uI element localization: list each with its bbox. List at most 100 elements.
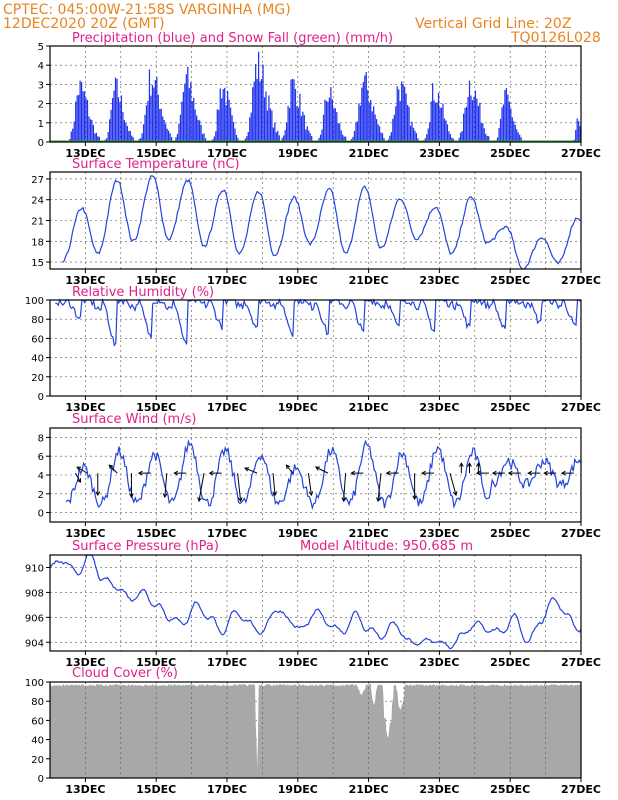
panel-frame xyxy=(49,171,582,270)
wind-arrow-head xyxy=(129,493,134,499)
precip-bar xyxy=(157,94,159,142)
precip-bar xyxy=(70,131,72,142)
precip-bar xyxy=(325,101,328,142)
precip-bar xyxy=(318,137,320,142)
precip-bar xyxy=(253,81,255,142)
precip-bar xyxy=(380,132,382,142)
precip-bar xyxy=(519,134,521,142)
precip-bar xyxy=(513,121,515,142)
precip-bar xyxy=(390,132,392,142)
precip-bar xyxy=(266,110,269,142)
y-tick-label: 904 xyxy=(25,638,44,649)
x-tick-label: 23DEC xyxy=(419,274,459,287)
precip-bar xyxy=(141,133,143,142)
precip-bar xyxy=(449,134,451,142)
cloud-title: Cloud Cover (%) xyxy=(72,666,178,681)
x-tick-label: 21DEC xyxy=(349,147,389,160)
precip-bar xyxy=(468,80,471,142)
precip-bar xyxy=(288,108,291,142)
precip-bar xyxy=(426,134,428,142)
precip-bar xyxy=(262,64,264,142)
x-tick-label: 19DEC xyxy=(278,274,318,287)
precip-bar xyxy=(578,120,580,142)
y-tick-label: 15 xyxy=(31,258,44,269)
precip-bar xyxy=(333,108,335,142)
x-tick-label: 13DEC xyxy=(65,783,105,796)
precip-bar xyxy=(190,82,192,142)
precip-bar xyxy=(464,107,466,142)
wind-speed-line xyxy=(65,439,582,511)
y-tick-label: 5 xyxy=(38,42,44,53)
precip-bar xyxy=(278,135,280,142)
precip-bar xyxy=(434,102,437,142)
precip-bar xyxy=(169,133,171,142)
wind-arrow-head xyxy=(421,470,426,476)
y-tick-label: 80 xyxy=(31,315,44,326)
precip-bar xyxy=(374,114,376,142)
x-tick-label: 25DEC xyxy=(490,147,530,160)
precip-bar xyxy=(433,100,435,142)
wind-arrow xyxy=(307,473,312,496)
precip-bar xyxy=(232,121,235,142)
precip-bar xyxy=(109,119,111,142)
y-tick-label: 18 xyxy=(31,237,44,248)
precip-bar xyxy=(95,132,97,142)
y-tick-label: 2 xyxy=(38,100,44,111)
x-tick-label: 21DEC xyxy=(349,527,389,540)
y-tick-label: 20 xyxy=(31,755,44,766)
precip-bar xyxy=(126,125,128,142)
y-tick-label: 908 xyxy=(25,588,44,599)
precip-bar xyxy=(198,120,201,142)
y-tick-label: 8 xyxy=(38,433,44,444)
precip-bar xyxy=(446,124,449,142)
wind-arrow-head xyxy=(527,470,533,476)
precip-bar xyxy=(271,110,273,142)
precip-bar xyxy=(319,134,322,142)
precip-bar xyxy=(377,124,379,142)
wind-arrow xyxy=(75,472,81,483)
wind-arrow xyxy=(244,467,258,474)
y-tick-label: 0 xyxy=(38,392,44,403)
precip-bar xyxy=(179,114,182,142)
x-tick-label: 25DEC xyxy=(490,274,530,287)
precip-bar xyxy=(367,90,369,142)
precip-bar xyxy=(482,123,484,142)
precip-bar xyxy=(293,79,295,142)
y-tick-label: 80 xyxy=(31,697,44,708)
precip-bar xyxy=(308,130,310,142)
precip-bar xyxy=(507,94,509,142)
precip-bar xyxy=(150,95,152,142)
x-tick-label: 13DEC xyxy=(65,274,105,287)
precip-bar xyxy=(345,136,347,142)
precip-bar xyxy=(286,122,288,142)
precip-bar xyxy=(97,136,99,142)
precip-bar xyxy=(356,121,359,142)
y-tick-label: 100 xyxy=(25,678,44,689)
wind-arrow xyxy=(237,473,242,502)
x-tick-label: 27DEC xyxy=(561,147,601,160)
precip-bar xyxy=(331,99,333,142)
precip-bar xyxy=(504,90,506,142)
precip-bar xyxy=(373,106,375,142)
y-tick-label: 40 xyxy=(31,354,44,365)
precip-bar xyxy=(283,135,285,142)
precip-bar xyxy=(162,116,164,142)
x-tick-label: 23DEC xyxy=(419,401,459,414)
precip-bar xyxy=(204,138,207,142)
precip-bar xyxy=(461,131,463,142)
precip-bar xyxy=(159,108,161,142)
precip-bar xyxy=(511,117,513,142)
x-tick-label: 15DEC xyxy=(136,527,176,540)
precip-bar xyxy=(113,90,115,142)
precip-bar xyxy=(147,100,149,142)
x-tick-label: 15DEC xyxy=(136,656,176,669)
x-tick-label: 27DEC xyxy=(561,783,601,796)
precip-bar xyxy=(213,136,215,142)
x-tick-label: 25DEC xyxy=(490,527,530,540)
precip-bar xyxy=(408,106,410,142)
precip-bar xyxy=(181,101,183,142)
precip-title: Precipitation (blue) and Snow Fall (gree… xyxy=(72,31,393,46)
precip-bar xyxy=(176,134,179,142)
pressure-line xyxy=(49,554,582,650)
precip-bar xyxy=(83,91,86,142)
